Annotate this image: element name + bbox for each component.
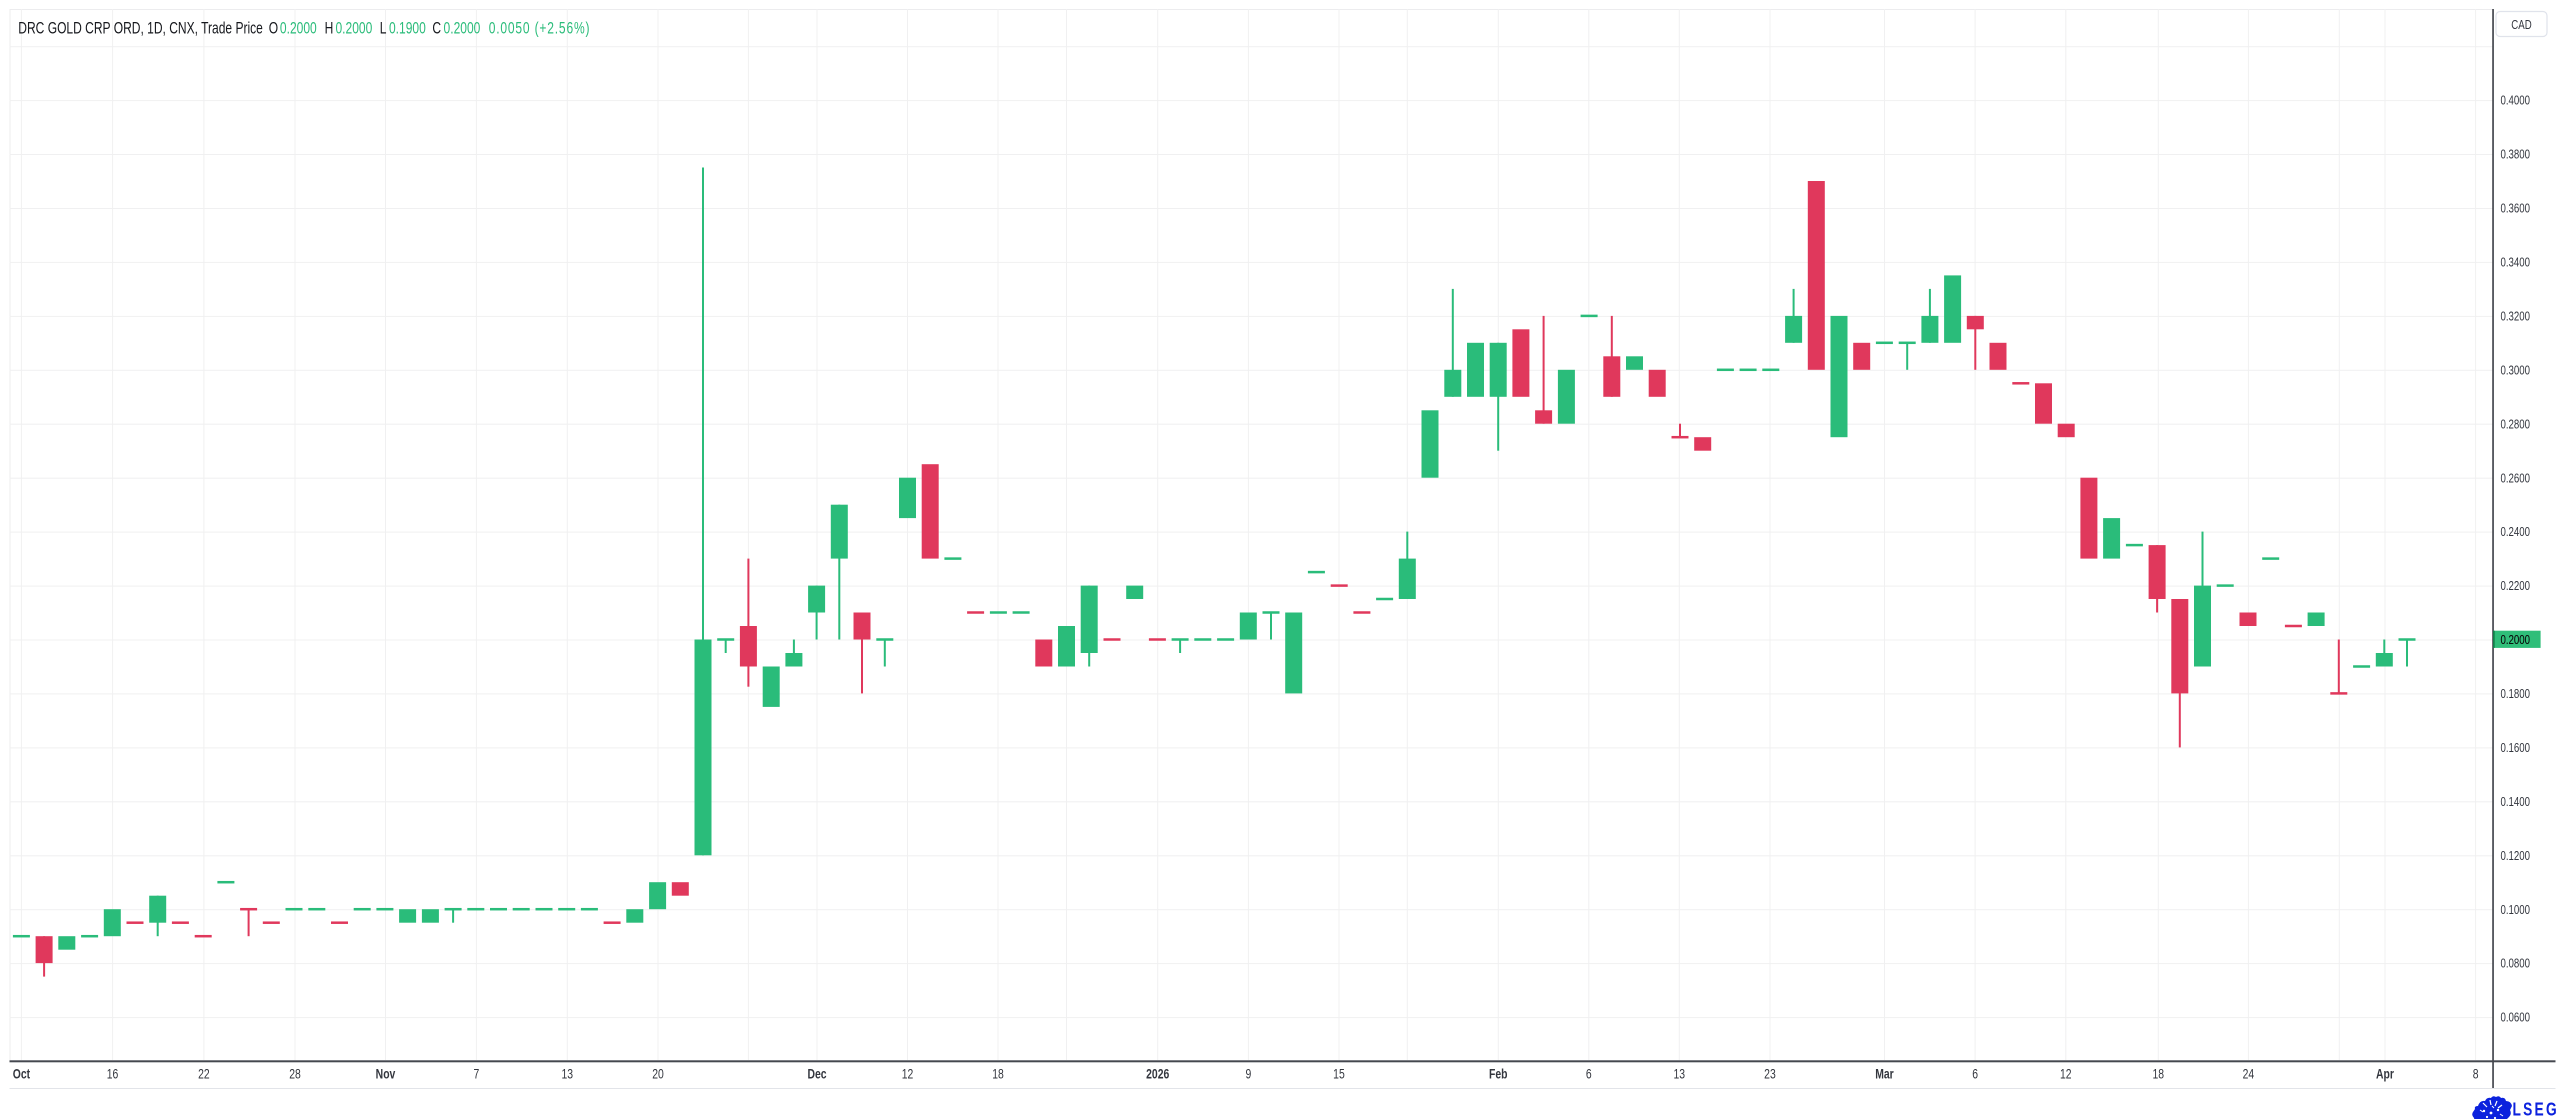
svg-text:0.4000: 0.4000 <box>2500 94 2530 108</box>
svg-text:0.1000: 0.1000 <box>2500 904 2530 918</box>
svg-text:0.3000: 0.3000 <box>2500 364 2530 378</box>
svg-text:0.3600: 0.3600 <box>2500 202 2530 216</box>
svg-text:Mar: Mar <box>1875 1066 1894 1082</box>
svg-text:0.2400: 0.2400 <box>2500 526 2530 540</box>
svg-text:DRC GOLD CRP ORD, 1D, CNX, Tra: DRC GOLD CRP ORD, 1D, CNX, Trade Price <box>18 20 263 38</box>
svg-text:0.0800: 0.0800 <box>2500 957 2530 971</box>
svg-text:LSEG: LSEG <box>2513 1100 2559 1119</box>
svg-text:0.2200: 0.2200 <box>2500 580 2530 594</box>
svg-text:28: 28 <box>289 1066 301 1082</box>
svg-text:O: O <box>269 20 278 38</box>
svg-text:0.0050 (+2.56%): 0.0050 (+2.56%) <box>489 20 591 38</box>
svg-text:0.2000: 0.2000 <box>280 20 317 38</box>
svg-text:18: 18 <box>2153 1066 2165 1082</box>
svg-text:0.2000: 0.2000 <box>2500 634 2530 648</box>
svg-text:0.2800: 0.2800 <box>2500 418 2530 432</box>
svg-text:15: 15 <box>1333 1066 1345 1082</box>
svg-text:13: 13 <box>562 1066 574 1082</box>
svg-text:CAD: CAD <box>2511 19 2531 33</box>
svg-text:8: 8 <box>2473 1066 2479 1082</box>
svg-text:20: 20 <box>652 1066 664 1082</box>
svg-text:Apr: Apr <box>2376 1066 2394 1082</box>
svg-text:0.3400: 0.3400 <box>2500 256 2530 270</box>
svg-text:0.2000: 0.2000 <box>335 20 372 38</box>
svg-text:6: 6 <box>1586 1066 1592 1082</box>
svg-text:Oct: Oct <box>13 1066 30 1082</box>
svg-text:2026: 2026 <box>1146 1066 1169 1082</box>
svg-text:Feb: Feb <box>1489 1066 1508 1082</box>
svg-text:13: 13 <box>1673 1066 1685 1082</box>
svg-text:22: 22 <box>198 1066 210 1082</box>
svg-text:7: 7 <box>474 1066 480 1082</box>
svg-text:C: C <box>432 20 441 38</box>
svg-text:12: 12 <box>2060 1066 2072 1082</box>
svg-text:0.1600: 0.1600 <box>2500 742 2530 756</box>
svg-text:0.1400: 0.1400 <box>2500 796 2530 810</box>
svg-text:0.0600: 0.0600 <box>2500 1011 2530 1025</box>
svg-text:0.3800: 0.3800 <box>2500 148 2530 162</box>
svg-text:6: 6 <box>1972 1066 1978 1082</box>
svg-text:16: 16 <box>107 1066 119 1082</box>
svg-text:0.1900: 0.1900 <box>389 20 426 38</box>
svg-text:23: 23 <box>1764 1066 1776 1082</box>
svg-text:12: 12 <box>902 1066 914 1082</box>
svg-text:0.1800: 0.1800 <box>2500 688 2530 702</box>
svg-text:0.2600: 0.2600 <box>2500 472 2530 486</box>
svg-text:24: 24 <box>2243 1066 2255 1082</box>
svg-text:0.2000: 0.2000 <box>444 20 481 38</box>
svg-text:Dec: Dec <box>807 1066 826 1082</box>
svg-text:0.3200: 0.3200 <box>2500 310 2530 324</box>
svg-text:0.1200: 0.1200 <box>2500 850 2530 864</box>
svg-text:0.2000: 0.2000 <box>2500 634 2530 648</box>
svg-text:18: 18 <box>992 1066 1004 1082</box>
svg-text:Nov: Nov <box>376 1066 396 1082</box>
svg-text:H: H <box>325 20 334 38</box>
svg-text:L: L <box>380 20 387 38</box>
svg-text:9: 9 <box>1246 1066 1252 1082</box>
